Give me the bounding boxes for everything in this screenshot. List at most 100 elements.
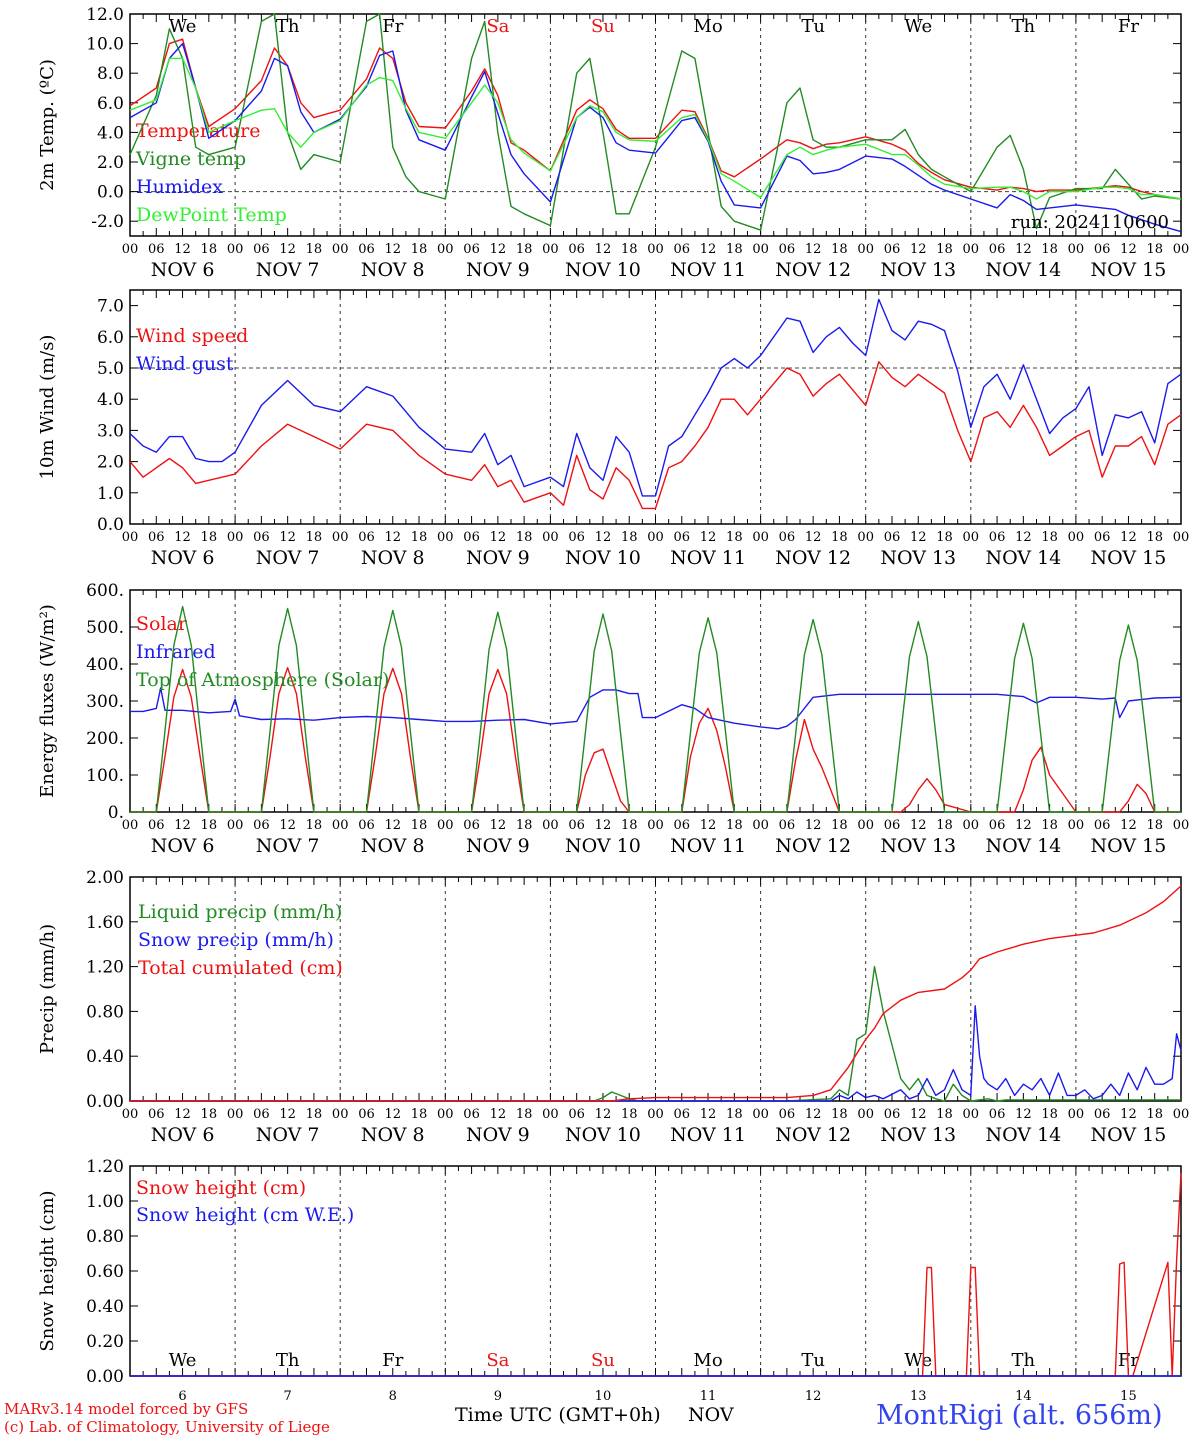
day-number-label: 10 — [595, 1389, 612, 1404]
hour-label: 00 — [752, 530, 769, 545]
series-line-top-of-atmosphere-solar — [130, 605, 1181, 813]
hour-label: 06 — [148, 818, 165, 833]
series-line-humidex — [129, 42, 1182, 233]
y-tick-label: 4.0 — [97, 123, 124, 143]
date-label: NOV 8 — [361, 547, 425, 569]
hour-label: 00 — [1173, 1107, 1190, 1122]
day-of-week-label: Fr — [382, 16, 403, 37]
y-tick-label: 4.0 — [97, 390, 124, 410]
hour-label: 18 — [831, 1107, 848, 1122]
hour-label: 12 — [1015, 818, 1032, 833]
day-of-week-label: Sa — [486, 16, 509, 37]
y-tick-label: 1.0 — [97, 484, 124, 504]
hour-label: 06 — [463, 818, 480, 833]
credit-line-2: (c) Lab. of Climatology, University of L… — [4, 1418, 330, 1436]
hour-label: 06 — [1094, 818, 1111, 833]
hour-label: 18 — [516, 242, 533, 257]
day-number-label: 11 — [700, 1389, 717, 1404]
hour-label: 06 — [779, 818, 796, 833]
date-label: NOV 10 — [565, 835, 641, 857]
hour-label: 12 — [910, 1107, 927, 1122]
hour-label: 00 — [963, 818, 980, 833]
date-label: NOV 11 — [670, 547, 746, 569]
panel-1: -2.0 0.0 2.0 4.0 6.0 8.0 10.0 12.0 2m Temp. (ºC)… — [37, 5, 1189, 281]
hour-label: 18 — [726, 242, 743, 257]
y-tick-label: 2.0 — [97, 453, 124, 473]
hour-label: 18 — [201, 530, 218, 545]
day-of-week-label: Su — [591, 16, 615, 37]
hour-label: 18 — [1146, 1107, 1163, 1122]
day-of-week-label: Sa — [486, 1350, 509, 1371]
hour-label: 00 — [963, 530, 980, 545]
hour-label: 00 — [752, 818, 769, 833]
hour-label: 18 — [1041, 818, 1058, 833]
date-label: NOV 6 — [151, 547, 215, 569]
date-label: NOV 8 — [361, 1124, 425, 1146]
y-tick-label: 500. — [86, 618, 124, 638]
series-line-dewpoint-temp — [129, 57, 1182, 200]
day-of-week-label: We — [904, 16, 932, 37]
hour-label: 18 — [936, 242, 953, 257]
hour-label: 12 — [174, 1107, 191, 1122]
date-label: NOV 10 — [565, 547, 641, 569]
hour-label: 18 — [306, 818, 323, 833]
hour-label: 06 — [358, 242, 375, 257]
hour-label: 06 — [1094, 242, 1111, 257]
hour-label: 00 — [437, 242, 454, 257]
hour-label: 00 — [542, 530, 559, 545]
hour-label: 06 — [463, 530, 480, 545]
day-of-week-label: Mo — [693, 1350, 722, 1371]
hour-label: 18 — [831, 242, 848, 257]
hour-label: 12 — [1015, 1107, 1032, 1122]
x-axis-label: Time UTC (GMT+0h) — [455, 1404, 661, 1426]
hour-label: 06 — [674, 1107, 691, 1122]
date-label: NOV 7 — [256, 547, 320, 569]
hour-label: 06 — [253, 530, 270, 545]
legend-entry: Vigne temp — [135, 148, 246, 170]
date-label: NOV 15 — [1091, 835, 1167, 857]
y-tick-label: 0.40 — [86, 1047, 124, 1067]
y-tick-label: 1.20 — [86, 958, 124, 978]
hour-label: 00 — [647, 242, 664, 257]
hour-label: 18 — [621, 818, 638, 833]
hour-label: 12 — [174, 530, 191, 545]
legend-entry: Temperature — [136, 120, 260, 142]
hour-label: 12 — [279, 818, 296, 833]
date-label: NOV 8 — [361, 259, 425, 281]
date-label: NOV 7 — [256, 259, 320, 281]
hour-label: 00 — [963, 242, 980, 257]
hour-label: 00 — [122, 530, 139, 545]
hour-label: 06 — [568, 530, 585, 545]
hour-label: 18 — [516, 530, 533, 545]
day-number-label: 15 — [1120, 1389, 1137, 1404]
hour-label: 00 — [227, 242, 244, 257]
date-label: NOV 11 — [670, 1124, 746, 1146]
hour-label: 12 — [595, 242, 612, 257]
hour-label: 00 — [1173, 818, 1190, 833]
hour-label: 06 — [779, 1107, 796, 1122]
series-line-infrared — [130, 687, 1182, 730]
hour-label: 00 — [1068, 1107, 1085, 1122]
date-label: NOV 12 — [775, 835, 851, 857]
legend-entry: DewPoint Temp — [136, 204, 287, 226]
day-of-week-label: We — [904, 1350, 932, 1371]
date-label: NOV 15 — [1091, 1124, 1167, 1146]
hour-label: 00 — [332, 818, 349, 833]
hour-label: 06 — [674, 530, 691, 545]
legend-entry: Total cumulated (cm) — [138, 957, 343, 979]
hour-label: 06 — [1094, 1107, 1111, 1122]
hour-label: 00 — [332, 530, 349, 545]
hour-label: 00 — [1173, 242, 1190, 257]
hour-label: 06 — [253, 1107, 270, 1122]
y-tick-label: 0.00 — [86, 1092, 124, 1112]
y-tick-label: 0.20 — [86, 1332, 124, 1352]
date-label: NOV 15 — [1091, 547, 1167, 569]
hour-label: 12 — [910, 818, 927, 833]
day-of-week-label: We — [169, 16, 197, 37]
hour-label: 12 — [805, 242, 822, 257]
hour-label: 18 — [516, 818, 533, 833]
date-label: NOV 6 — [151, 1124, 215, 1146]
hour-label: 00 — [227, 530, 244, 545]
credit-line-1: MARv3.14 model forced by GFS — [4, 1400, 249, 1418]
y-tick-label: 1.60 — [86, 913, 124, 933]
